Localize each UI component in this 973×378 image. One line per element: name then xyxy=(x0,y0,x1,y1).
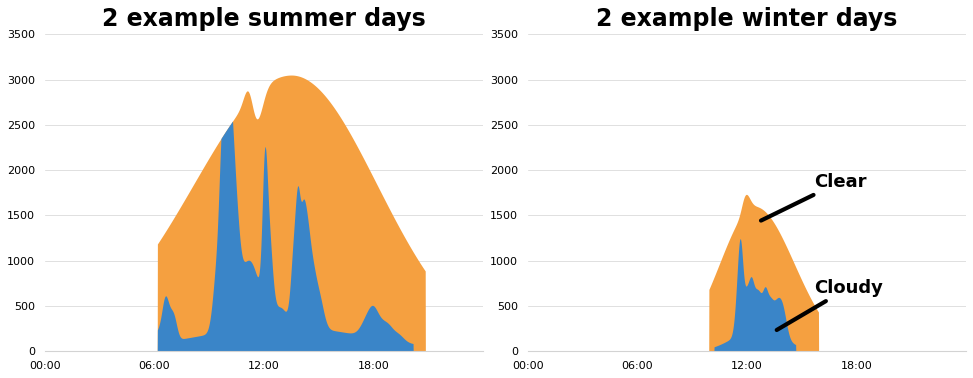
Text: Clear: Clear xyxy=(761,173,866,221)
Title: 2 example summer days: 2 example summer days xyxy=(102,7,426,31)
Title: 2 example winter days: 2 example winter days xyxy=(596,7,898,31)
Text: Cloudy: Cloudy xyxy=(776,279,883,330)
